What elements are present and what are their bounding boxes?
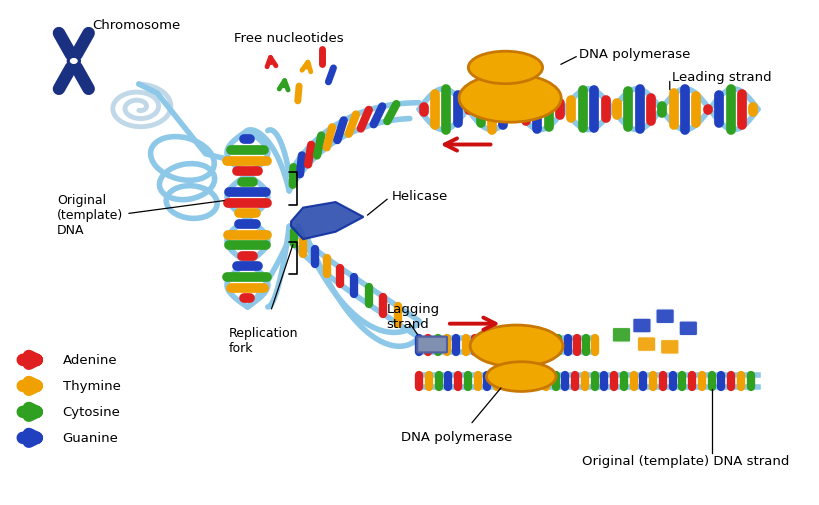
Ellipse shape — [459, 75, 561, 123]
Text: Chromosome: Chromosome — [93, 19, 181, 32]
Text: Cytosine: Cytosine — [63, 406, 120, 419]
Ellipse shape — [67, 57, 80, 67]
Text: Original
(template)
DNA: Original (template) DNA — [57, 193, 224, 236]
Text: Thymine: Thymine — [63, 380, 120, 392]
FancyBboxPatch shape — [656, 309, 674, 324]
Text: Helicase: Helicase — [391, 190, 447, 203]
Ellipse shape — [486, 362, 556, 392]
FancyBboxPatch shape — [632, 319, 651, 333]
Text: Free nucleotides: Free nucleotides — [234, 32, 344, 45]
Text: DNA polymerase: DNA polymerase — [579, 48, 690, 61]
FancyBboxPatch shape — [660, 340, 679, 355]
Ellipse shape — [70, 60, 77, 64]
Text: Leading strand: Leading strand — [672, 71, 771, 84]
Polygon shape — [291, 203, 364, 240]
FancyBboxPatch shape — [679, 321, 698, 336]
Text: Lagging
strand: Lagging strand — [387, 302, 440, 331]
Ellipse shape — [470, 325, 563, 367]
FancyBboxPatch shape — [417, 337, 447, 352]
FancyBboxPatch shape — [613, 328, 631, 342]
FancyBboxPatch shape — [637, 337, 656, 352]
Text: Guanine: Guanine — [63, 431, 119, 444]
Text: Replication
fork: Replication fork — [229, 326, 298, 354]
Text: Adenine: Adenine — [63, 354, 117, 367]
Ellipse shape — [468, 52, 542, 84]
Text: Original (template) DNA strand: Original (template) DNA strand — [581, 453, 789, 467]
Text: DNA polymerase: DNA polymerase — [400, 431, 512, 443]
